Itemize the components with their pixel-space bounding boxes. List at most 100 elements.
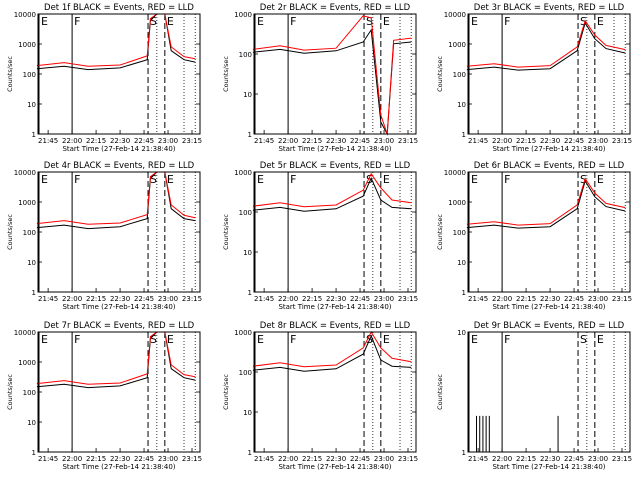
event-marker-label: E (597, 333, 604, 346)
x-axis-label: Start Time (27-Feb-14 21:38:40) (62, 303, 175, 311)
event-marker-label: E (167, 173, 174, 186)
plot-frame (37, 171, 201, 293)
y-tick-label: 1 (462, 449, 466, 457)
x-tick-label: 23:00 (374, 295, 394, 303)
y-tick-label: 1 (248, 449, 252, 457)
y-tick-label: 100 (453, 71, 466, 79)
y-tick-label: 10 (457, 259, 466, 267)
event-marker-label: S (580, 15, 587, 28)
y-tick-label: 100 (453, 229, 466, 237)
x-tick-label: 22:00 (278, 295, 298, 303)
x-tick-label: 23:15 (612, 455, 632, 463)
y-tick-label: 10 (27, 419, 36, 427)
x-tick-label: 22:45 (134, 137, 154, 145)
x-tick-label: 23:00 (588, 455, 608, 463)
y-axis-label: Counts/sec (6, 374, 14, 410)
event-marker-label: E (383, 333, 390, 346)
plot-frame (253, 171, 417, 293)
event-marker-label: E (597, 15, 604, 28)
x-axis-label: Start Time (27-Feb-14 21:38:40) (278, 145, 391, 153)
y-tick-label: 1 (462, 131, 466, 139)
event-marker-label: E (167, 333, 174, 346)
x-tick-label: 22:00 (492, 137, 512, 145)
event-marker-label: E (597, 173, 604, 186)
plot-frame (37, 13, 201, 135)
x-tick-label: 21:45 (38, 295, 58, 303)
data-series-line (252, 28, 412, 136)
x-axis-label: Start Time (27-Feb-14 21:38:40) (62, 463, 175, 471)
x-tick-label: 23:15 (398, 295, 418, 303)
event-marker-label: S (580, 333, 587, 346)
data-series-line (252, 172, 412, 208)
x-axis-label: Start Time (27-Feb-14 21:38:40) (492, 463, 605, 471)
plot-frame (467, 13, 631, 135)
y-tick-label: 1 (32, 449, 36, 457)
y-axis-label: Counts/sec (222, 374, 230, 410)
y-tick-label: 1 (32, 289, 36, 297)
x-tick-label: 22:30 (540, 295, 560, 303)
y-axis-label: Counts/sec (436, 214, 444, 250)
plot-frame (253, 331, 417, 453)
x-tick-label: 22:00 (492, 295, 512, 303)
x-tick-label: 22:45 (350, 455, 370, 463)
y-tick-label: 1000 (234, 329, 252, 337)
plot-frame (467, 171, 631, 293)
x-tick-label: 22:45 (134, 295, 154, 303)
x-tick-label: 22:45 (134, 455, 154, 463)
x-tick-label: 22:00 (278, 137, 298, 145)
chart-title: Det 6r BLACK = Events, RED = LLD (474, 161, 625, 171)
event-marker-label: E (471, 173, 478, 186)
y-tick-label: 10 (243, 249, 252, 257)
y-axis-label: Counts/sec (436, 56, 444, 92)
x-tick-label: 21:45 (468, 137, 488, 145)
chart-panel: Det 4r BLACK = Events, RED = LLD Counts/s… (6, 161, 202, 311)
y-tick-label: 100 (23, 389, 36, 397)
event-marker-label: S (366, 173, 373, 186)
x-axis-label: Start Time (27-Feb-14 21:38:40) (278, 303, 391, 311)
chart-panel: Det 1f BLACK = Events, RED = LLD Counts/s… (6, 3, 202, 153)
x-tick-label: 22:15 (516, 295, 536, 303)
y-tick-label: 10 (27, 101, 36, 109)
y-axis-label: Counts/sec (436, 374, 444, 410)
data-series-line (36, 13, 196, 67)
event-marker-label: F (74, 173, 80, 186)
y-tick-label: 10 (457, 329, 466, 337)
chart-title: Det 5r BLACK = Events, RED = LLD (260, 161, 411, 171)
x-tick-label: 22:30 (110, 137, 130, 145)
event-marker-label: F (290, 173, 296, 186)
y-tick-label: 1 (32, 131, 36, 139)
plot-frame (253, 13, 417, 135)
data-series-line (252, 176, 412, 212)
x-tick-label: 22:15 (302, 137, 322, 145)
y-tick-label: 1000 (234, 169, 252, 177)
y-tick-label: 1000 (448, 199, 466, 207)
x-axis-label: Start Time (27-Feb-14 21:38:40) (492, 145, 605, 153)
chart-panel: Det 2r BLACK = Events, RED = LLD Counts/s… (222, 3, 418, 153)
x-tick-label: 22:15 (86, 295, 106, 303)
data-series-line (252, 330, 412, 368)
event-marker-label: E (383, 173, 390, 186)
x-tick-label: 23:00 (588, 295, 608, 303)
x-tick-label: 22:15 (516, 137, 536, 145)
event-marker-label: E (471, 333, 478, 346)
x-tick-label: 21:45 (38, 137, 58, 145)
x-tick-label: 22:45 (350, 137, 370, 145)
chart-title: Det 4r BLACK = Events, RED = LLD (44, 161, 195, 171)
x-tick-label: 21:45 (254, 137, 274, 145)
x-tick-label: 23:00 (158, 295, 178, 303)
x-tick-label: 22:00 (492, 455, 512, 463)
x-tick-label: 22:00 (278, 455, 298, 463)
chart-title: Det 7r BLACK = Events, RED = LLD (44, 321, 195, 331)
y-tick-label: 1 (462, 289, 466, 297)
event-marker-label: E (167, 15, 174, 28)
y-tick-label: 100 (239, 369, 252, 377)
data-series-line (466, 21, 626, 71)
y-tick-label: 100 (239, 51, 252, 59)
event-marker-label: S (150, 173, 157, 186)
y-tick-label: 10 (27, 259, 36, 267)
chart-title: Det 2r BLACK = Events, RED = LLD (260, 3, 411, 13)
chart-panel: Det 6r BLACK = Events, RED = LLD Counts/s… (436, 161, 632, 311)
x-axis-label: Start Time (27-Feb-14 21:38:40) (278, 463, 391, 471)
x-tick-label: 22:30 (540, 455, 560, 463)
